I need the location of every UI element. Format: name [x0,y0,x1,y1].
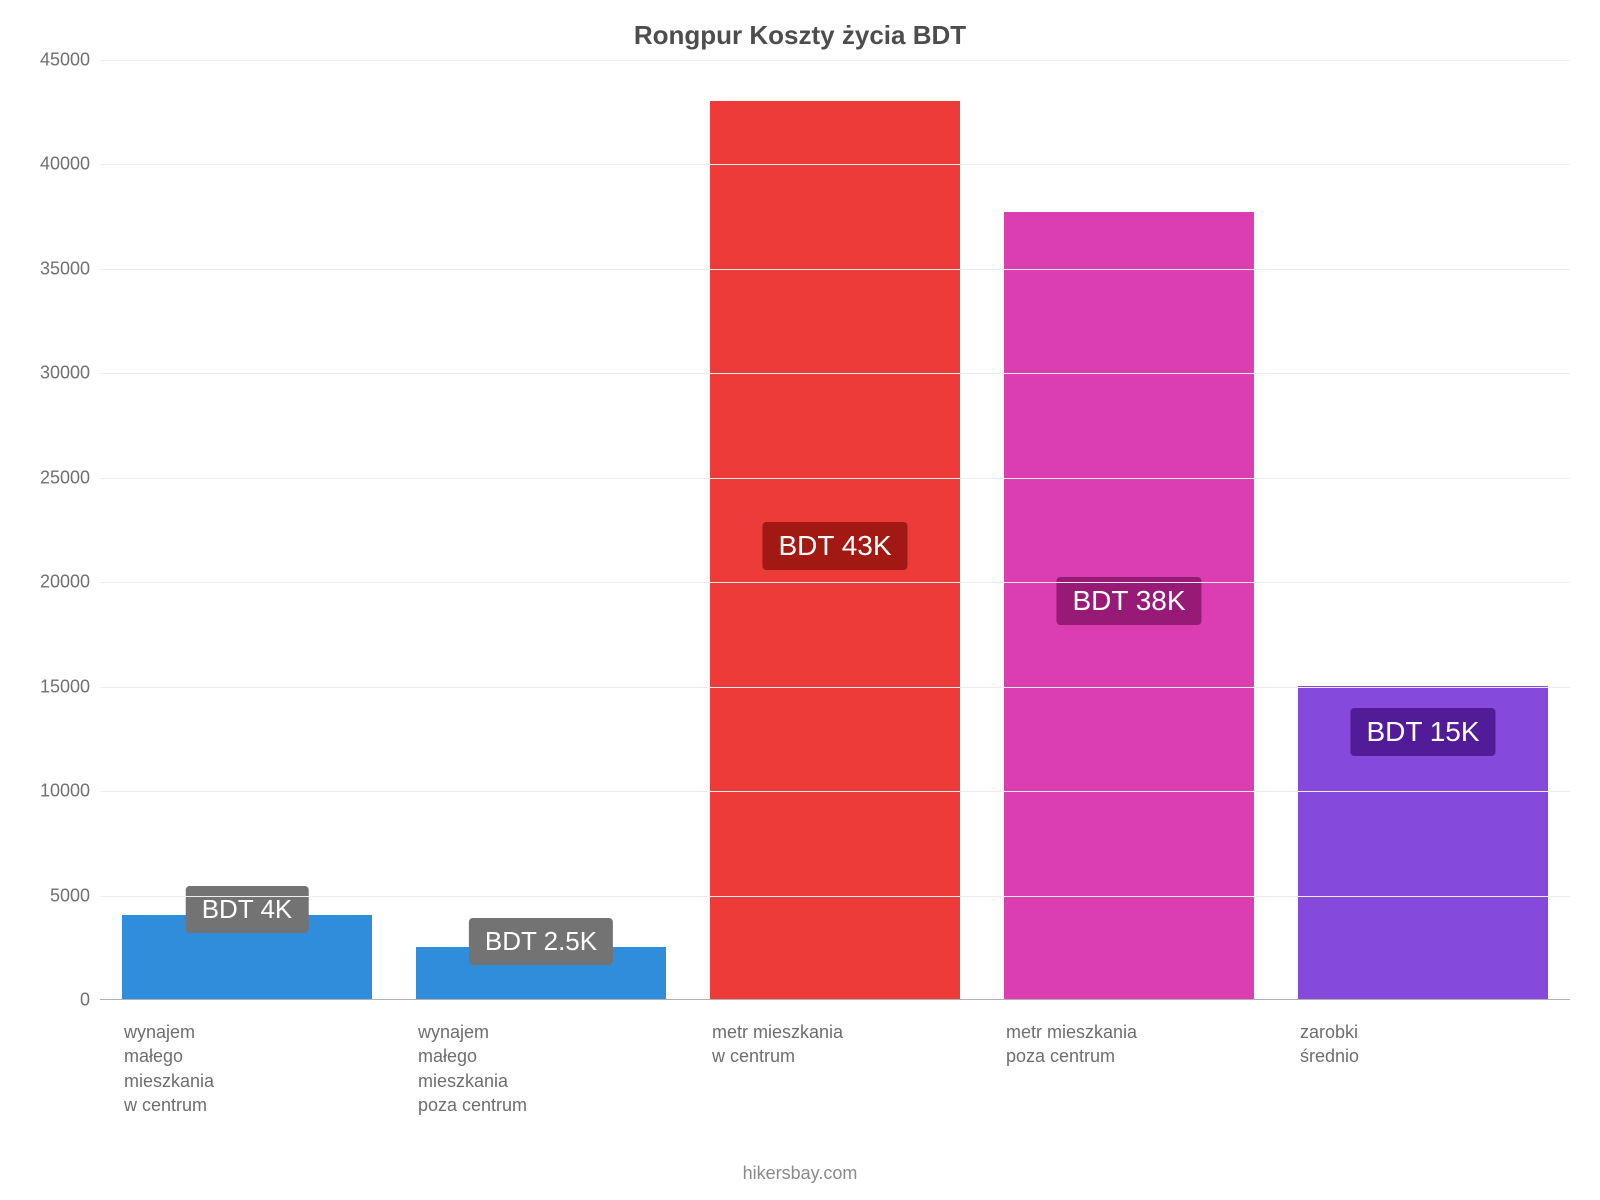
x-axis-label-line: małego [124,1044,370,1068]
x-axis-label-line: metr mieszkania [1006,1020,1252,1044]
y-axis: 0500010000150002000025000300003500040000… [0,60,100,1000]
bar-slot: BDT 2.5K [394,60,688,999]
y-tick-label: 5000 [50,885,90,906]
x-axis-label-line: metr mieszkania [712,1020,958,1044]
bar-value-label: BDT 38K [1056,577,1201,625]
x-axis-label: metr mieszkaniaw centrum [688,1000,982,1140]
bars-group: BDT 4K BDT 2.5K BDT 43K BDT 38K BDT 15K [100,60,1570,999]
x-axis-label-line: mieszkania [418,1069,664,1093]
bar: BDT 2.5K [416,947,666,999]
x-axis-label-line: małego [418,1044,664,1068]
bar: BDT 38K [1004,212,1254,1000]
bar-slot: BDT 43K [688,60,982,999]
bar-value-label: BDT 2.5K [469,918,613,965]
x-axis-label-line: mieszkania [124,1069,370,1093]
x-axis-label: wynajemmałegomieszkaniaw centrum [100,1000,394,1140]
x-axis-label-line: w centrum [124,1093,370,1117]
x-axis-label-line: wynajem [418,1020,664,1044]
grid-line [100,582,1570,583]
chart-footer: hikersbay.com [0,1163,1600,1184]
plot-area: BDT 4K BDT 2.5K BDT 43K BDT 38K BDT 15K [100,60,1570,1000]
bar-value-label: BDT 4K [186,886,309,933]
x-axis-label: wynajemmałegomieszkaniapoza centrum [394,1000,688,1140]
y-tick-label: 25000 [40,467,90,488]
bar: BDT 15K [1298,686,1548,999]
bar-value-label: BDT 43K [762,522,907,570]
y-tick-label: 40000 [40,154,90,175]
y-tick-label: 30000 [40,363,90,384]
bar-slot: BDT 38K [982,60,1276,999]
y-tick-label: 45000 [40,50,90,71]
grid-line [100,478,1570,479]
bar-slot: BDT 15K [1276,60,1570,999]
x-axis-label-line: w centrum [712,1044,958,1068]
x-axis-label: zarobkiśrednio [1276,1000,1570,1140]
y-tick-label: 35000 [40,258,90,279]
x-axis-label-line: średnio [1300,1044,1546,1068]
y-tick-label: 0 [80,990,90,1011]
x-axis-label-line: poza centrum [1006,1044,1252,1068]
grid-line [100,269,1570,270]
bar: BDT 43K [710,101,960,999]
chart-title: Rongpur Koszty życia BDT [0,20,1600,51]
y-tick-label: 20000 [40,572,90,593]
y-tick-label: 10000 [40,781,90,802]
x-axis-label: metr mieszkaniapoza centrum [982,1000,1276,1140]
y-tick-label: 15000 [40,676,90,697]
grid-line [100,373,1570,374]
grid-line [100,60,1570,61]
grid-line [100,687,1570,688]
x-axis-label-line: poza centrum [418,1093,664,1117]
bar: BDT 4K [122,915,372,999]
bar-value-label: BDT 15K [1350,708,1495,756]
bar-slot: BDT 4K [100,60,394,999]
x-axis: wynajemmałegomieszkaniaw centrumwynajemm… [100,1000,1570,1140]
x-axis-label-line: wynajem [124,1020,370,1044]
chart-container: Rongpur Koszty życia BDT 0 5000 10000 15000… [0,0,1600,1200]
x-axis-label-line: zarobki [1300,1020,1546,1044]
grid-line [100,896,1570,897]
grid-line [100,164,1570,165]
grid-line [100,791,1570,792]
